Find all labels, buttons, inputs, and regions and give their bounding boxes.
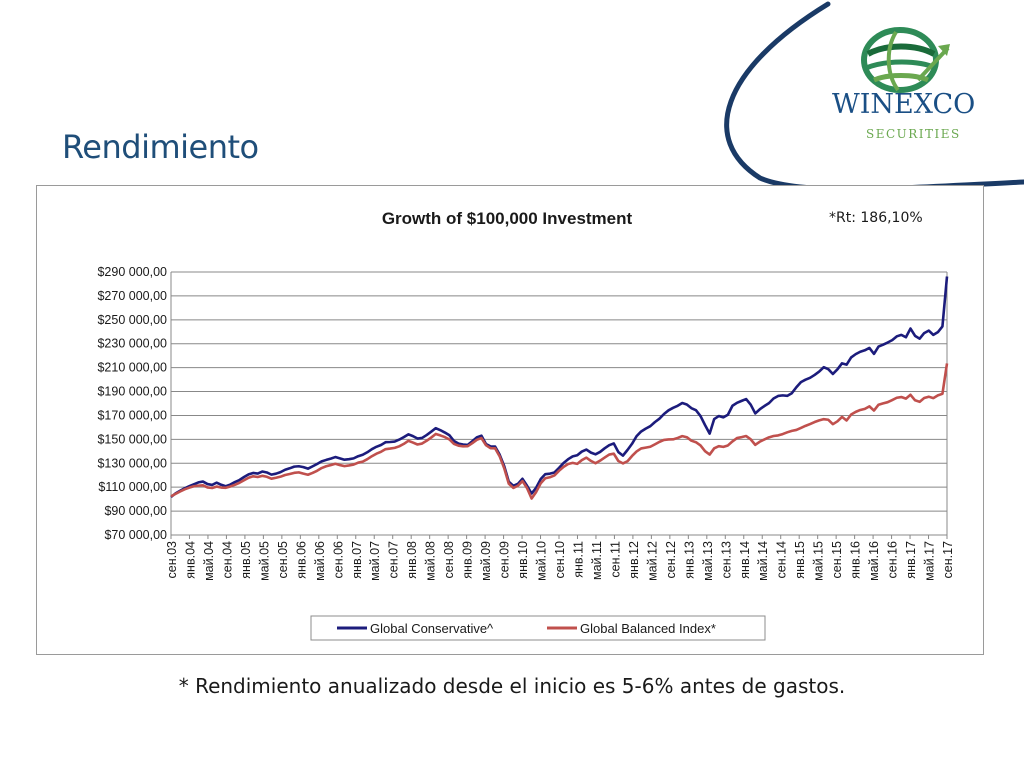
x-tick-label: янв.11 — [571, 541, 585, 578]
footnote: * Rendimiento anualizado desde el inicio… — [178, 674, 846, 698]
x-tick-label: май.06 — [313, 541, 327, 581]
x-tick-label: сен.03 — [165, 541, 179, 579]
x-tick-label: сен.07 — [387, 541, 401, 579]
x-tick-label: сен.06 — [331, 541, 345, 579]
x-tick-label: янв.17 — [904, 541, 918, 579]
x-tick-label: янв.13 — [682, 541, 696, 579]
y-tick-label: $150 000,00 — [97, 432, 167, 446]
slide-title: Rendimiento — [62, 128, 259, 166]
series-line-global-balanced-index — [170, 363, 949, 500]
x-tick-label: сен.13 — [719, 541, 733, 579]
x-tick-label: сен.08 — [442, 541, 456, 579]
x-tick-label: май.04 — [202, 541, 216, 581]
x-tick-label: май.13 — [701, 541, 715, 581]
y-axis-tick-labels: $70 000,00 $90 000,00 $110 000,00 $130 000,… — [97, 265, 167, 542]
logo-wordmark: WINEXCO — [832, 89, 976, 120]
x-tick-label: сен.14 — [775, 541, 789, 579]
x-tick-label: май.17 — [923, 541, 937, 581]
x-tick-label: янв.05 — [239, 541, 253, 579]
x-tick-label: янв.16 — [849, 541, 863, 579]
x-tick-label: сен.11 — [608, 541, 622, 578]
x-tick-label: сен.05 — [276, 541, 290, 579]
y-tick-label: $230 000,00 — [97, 337, 167, 351]
x-tick-label: янв.08 — [405, 541, 419, 579]
x-axis-tick-labels: сен.03 янв.04 май.04 сен.04 янв.05 май.05 сен.… — [165, 541, 955, 581]
winexco-logo — [861, 27, 950, 93]
series-lines — [170, 276, 949, 500]
x-tick-label: янв.12 — [627, 541, 641, 579]
y-tick-label: $250 000,00 — [97, 313, 167, 327]
y-tick-label: $90 000,00 — [104, 504, 167, 518]
x-tick-label: май.10 — [535, 541, 549, 581]
x-tick-label: май.09 — [479, 541, 493, 581]
x-tick-label: май.11 — [590, 541, 604, 580]
legend-label-global-conservative: Global Conservative^ — [370, 621, 494, 636]
chart-title: Growth of $100,000 Investment — [382, 209, 633, 228]
y-tick-label: $290 000,00 — [97, 265, 167, 279]
x-tick-label: сен.04 — [220, 541, 234, 579]
logo-subtitle: SECURITIES — [866, 127, 961, 141]
y-tick-label: $190 000,00 — [97, 385, 167, 399]
chart-frame: Growth of $100,000 Investment *Rt: 186,1… — [36, 185, 984, 655]
x-tick-label: янв.07 — [350, 541, 364, 579]
x-tick-label: янв.04 — [183, 541, 197, 579]
x-tick-label: сен.16 — [886, 541, 900, 579]
x-tick-label: май.16 — [867, 541, 881, 581]
x-tick-label: янв.09 — [461, 541, 475, 579]
chart-annotation: *Rt: 186,10% — [829, 210, 923, 226]
y-tick-label: $170 000,00 — [97, 408, 167, 422]
x-tick-label: янв.06 — [294, 541, 308, 579]
x-tick-label: май.12 — [645, 541, 659, 581]
x-tick-label: май.05 — [257, 541, 271, 581]
x-tick-label: сен.15 — [830, 541, 844, 579]
gridlines — [170, 271, 948, 539]
line-chart: Growth of $100,000 Investment *Rt: 186,1… — [97, 209, 955, 641]
y-tick-label: $270 000,00 — [97, 289, 167, 303]
y-tick-label: $210 000,00 — [97, 361, 167, 375]
x-tick-label: май.08 — [424, 541, 438, 581]
x-tick-label: сен.10 — [553, 541, 567, 579]
x-tick-label: янв.15 — [793, 541, 807, 579]
globe-icon — [861, 27, 950, 93]
x-tick-label: май.15 — [812, 541, 826, 581]
y-tick-label: $110 000,00 — [98, 480, 167, 494]
legend-label-global-balanced: Global Balanced Index* — [580, 621, 716, 636]
y-tick-label: $70 000,00 — [104, 528, 167, 542]
y-tick-label: $130 000,00 — [97, 456, 167, 470]
x-tick-label: май.07 — [368, 541, 382, 581]
chart-legend: Global Conservative^ Global Balanced Ind… — [310, 615, 766, 641]
x-tick-label: сен.09 — [498, 541, 512, 579]
x-tick-label: сен.12 — [664, 541, 678, 579]
x-tick-label: сен.17 — [941, 541, 955, 579]
x-tick-label: янв.10 — [516, 541, 530, 579]
x-tick-label: янв.14 — [738, 541, 752, 579]
x-tick-label: май.14 — [756, 541, 770, 581]
series-line-global-conservative — [170, 276, 949, 499]
